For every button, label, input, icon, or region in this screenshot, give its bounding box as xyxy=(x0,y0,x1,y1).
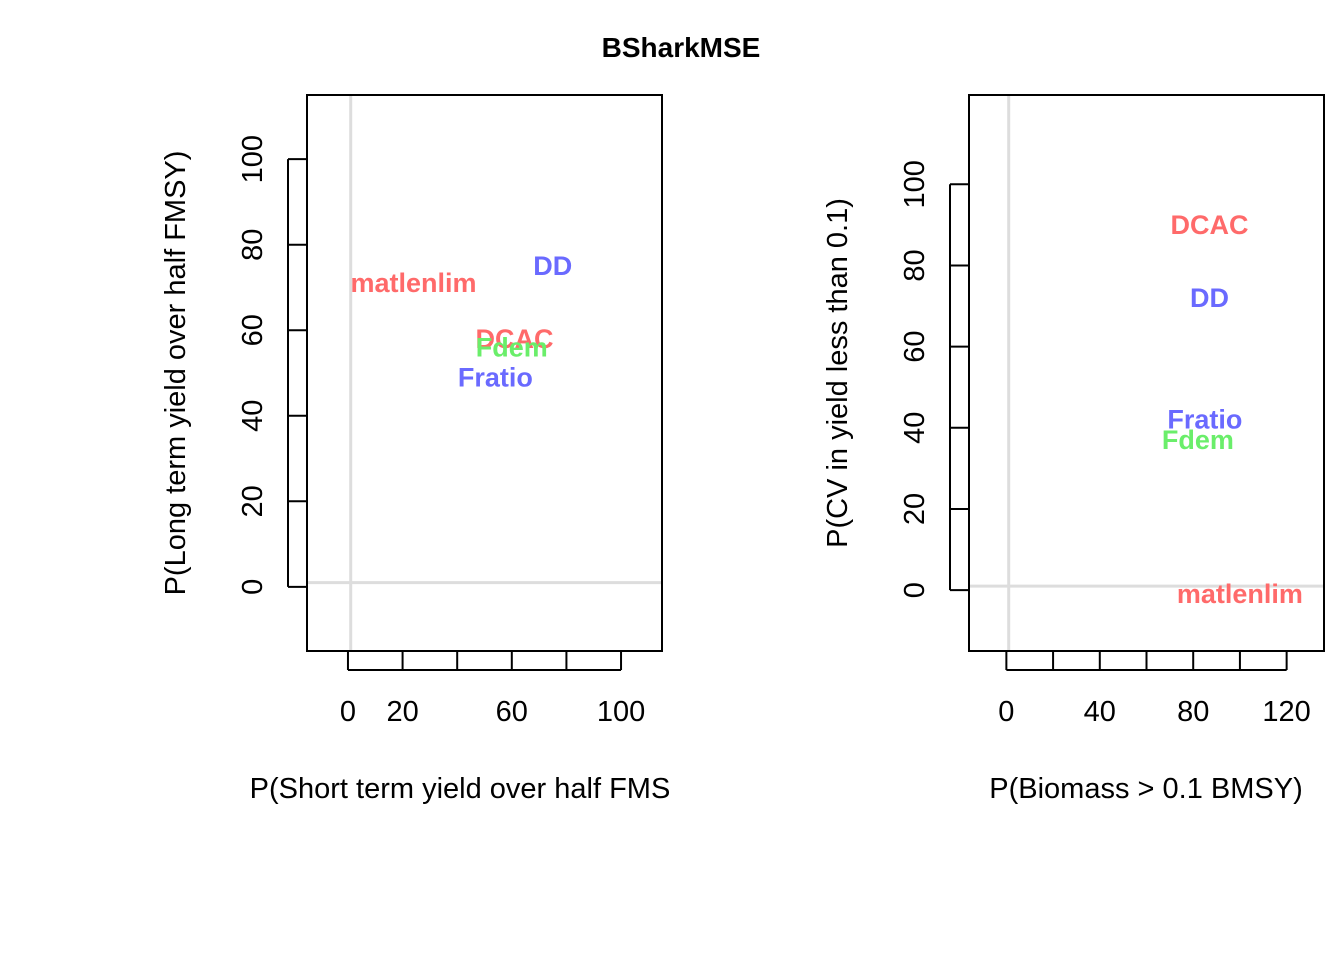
y-tick-label: 80 xyxy=(237,229,269,261)
point-label-dd: DD xyxy=(533,251,572,281)
x-tick-label: 60 xyxy=(496,696,528,728)
point-label-fratio: Fratio xyxy=(1167,405,1242,435)
y-tick-label: 20 xyxy=(899,493,931,525)
x-tick-label: 0 xyxy=(340,696,356,728)
y-tick-label: 0 xyxy=(899,582,931,598)
left-scatter-panel: 0 20 60 100 0 20 40 60 80 100 P(Short term yield o… xyxy=(160,94,671,805)
x-tick-label: 40 xyxy=(1084,696,1116,728)
plot-frame xyxy=(968,94,1325,652)
y-tick-label: 80 xyxy=(899,249,931,281)
point-label-dcac: DCAC xyxy=(1171,210,1249,240)
y-tick-label: 20 xyxy=(237,485,269,517)
point-label-dcac: DCAC xyxy=(476,324,554,354)
y-tick-label: 100 xyxy=(237,135,269,183)
point-label-fdem: Fdem xyxy=(476,332,548,362)
x-tick-label: 100 xyxy=(597,696,645,728)
y-tick-label: 0 xyxy=(237,579,269,595)
right-scatter-panel: 0 40 80 120 0 20 40 60 80 100 P(Biomass > 0.1 BMSY… xyxy=(822,94,1325,805)
chart-title: BSharkMSE xyxy=(602,32,761,63)
x-axis-label: P(Short term yield over half FMS xyxy=(250,773,671,805)
plot-frame xyxy=(306,94,663,652)
point-label-fdem: Fdem xyxy=(1162,425,1234,455)
y-tick-label: 40 xyxy=(237,400,269,432)
x-axis-label: P(Biomass > 0.1 BMSY) xyxy=(989,773,1302,805)
point-label-matlenlim: matlenlim xyxy=(350,268,476,298)
y-axis-label: P(CV in yield less than 0.1) xyxy=(822,198,854,548)
y-axis-label: P(Long term yield over half FMSY) xyxy=(160,151,192,596)
x-tick-label: 120 xyxy=(1262,696,1310,728)
y-tick-label: 100 xyxy=(899,160,931,208)
y-tick-label: 60 xyxy=(899,330,931,362)
x-tick-label: 20 xyxy=(386,696,418,728)
point-label-fratio: Fratio xyxy=(458,362,533,392)
y-tick-label: 40 xyxy=(899,412,931,444)
point-label-dd: DD xyxy=(1190,283,1229,313)
x-tick-label: 80 xyxy=(1177,696,1209,728)
y-tick-label: 60 xyxy=(237,314,269,346)
x-tick-label: 0 xyxy=(998,696,1014,728)
point-label-matlenlim: matlenlim xyxy=(1177,579,1303,609)
